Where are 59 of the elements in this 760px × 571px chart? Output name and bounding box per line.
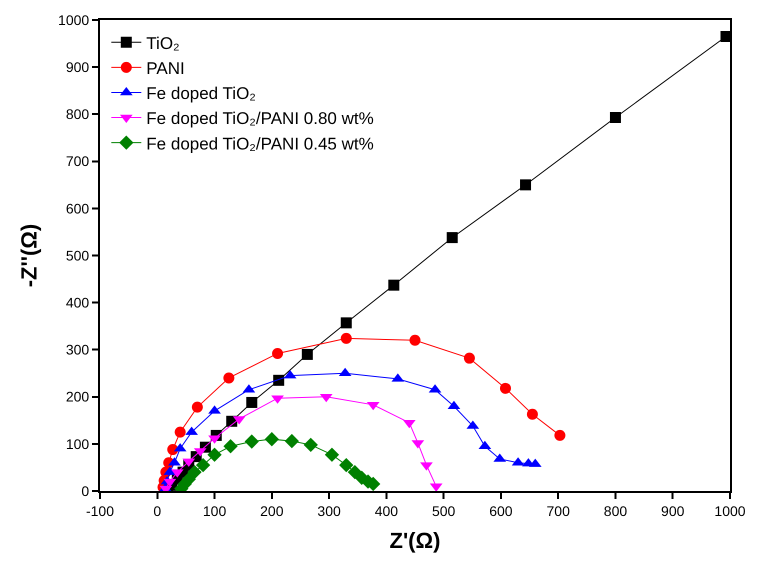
point: [520, 179, 532, 190]
y-tick-label: 500: [66, 247, 90, 264]
x-tick-label: 500: [432, 502, 456, 519]
x-tick-label: 100: [202, 502, 226, 519]
point: [244, 434, 259, 449]
point: [264, 432, 279, 446]
x-tick-label: 300: [317, 502, 341, 519]
point: [339, 458, 354, 472]
y-tick-label: 400: [66, 294, 90, 310]
x-tick-label: -100: [86, 502, 114, 519]
y-tick-label: 900: [66, 59, 90, 75]
x-tick-label: 1000: [714, 502, 746, 519]
point: [223, 439, 238, 454]
point: [284, 434, 300, 448]
y-axis-title: -Z''(Ω): [16, 224, 42, 288]
y-tick-label: 0: [81, 482, 90, 499]
point: [446, 232, 458, 244]
point: [388, 280, 400, 291]
point: [302, 348, 313, 360]
point: [526, 408, 538, 420]
point: [304, 438, 318, 452]
y-tick-label: 800: [66, 106, 90, 122]
x-tick-label: 900: [661, 502, 685, 519]
x-axis-title: Z'(Ω): [390, 528, 440, 554]
y-tick-label: 600: [66, 200, 90, 216]
y-tick-label: 700: [66, 153, 90, 170]
x-tick-label: 600: [489, 502, 513, 519]
y-tick-label: 1000: [58, 12, 90, 28]
y-tick-label: 200: [66, 388, 90, 405]
point: [554, 430, 566, 441]
y-tick-label: 100: [66, 436, 90, 452]
legend-label: TiO₂: [146, 34, 180, 53]
x-tick-label: 800: [604, 502, 628, 519]
x-tick-label: 0: [153, 502, 162, 519]
point: [273, 374, 284, 386]
legend-label: Fe doped TiO₂/PANI 0.45 wt%: [146, 134, 374, 154]
legend-label: Fe doped TiO₂/PANI 0.80 wt%: [146, 109, 374, 128]
point: [340, 317, 352, 328]
legend-label: PANI: [146, 58, 185, 78]
y-tick-label: 300: [66, 342, 90, 358]
point: [720, 30, 730, 42]
point: [410, 334, 420, 346]
point: [464, 352, 475, 364]
point: [500, 382, 511, 394]
x-tick-label: 200: [260, 502, 284, 519]
point: [610, 112, 621, 123]
point: [272, 348, 284, 359]
point: [246, 396, 258, 408]
point: [340, 332, 352, 344]
x-tick-label: 700: [546, 502, 570, 519]
point: [223, 372, 234, 384]
point: [174, 426, 186, 438]
point: [192, 402, 203, 413]
legend-label: Fe doped TiO₂: [146, 84, 256, 104]
x-tick-label: 400: [374, 502, 398, 519]
point: [187, 465, 202, 480]
point: [324, 448, 340, 462]
point: [196, 458, 210, 472]
point: [207, 448, 222, 462]
